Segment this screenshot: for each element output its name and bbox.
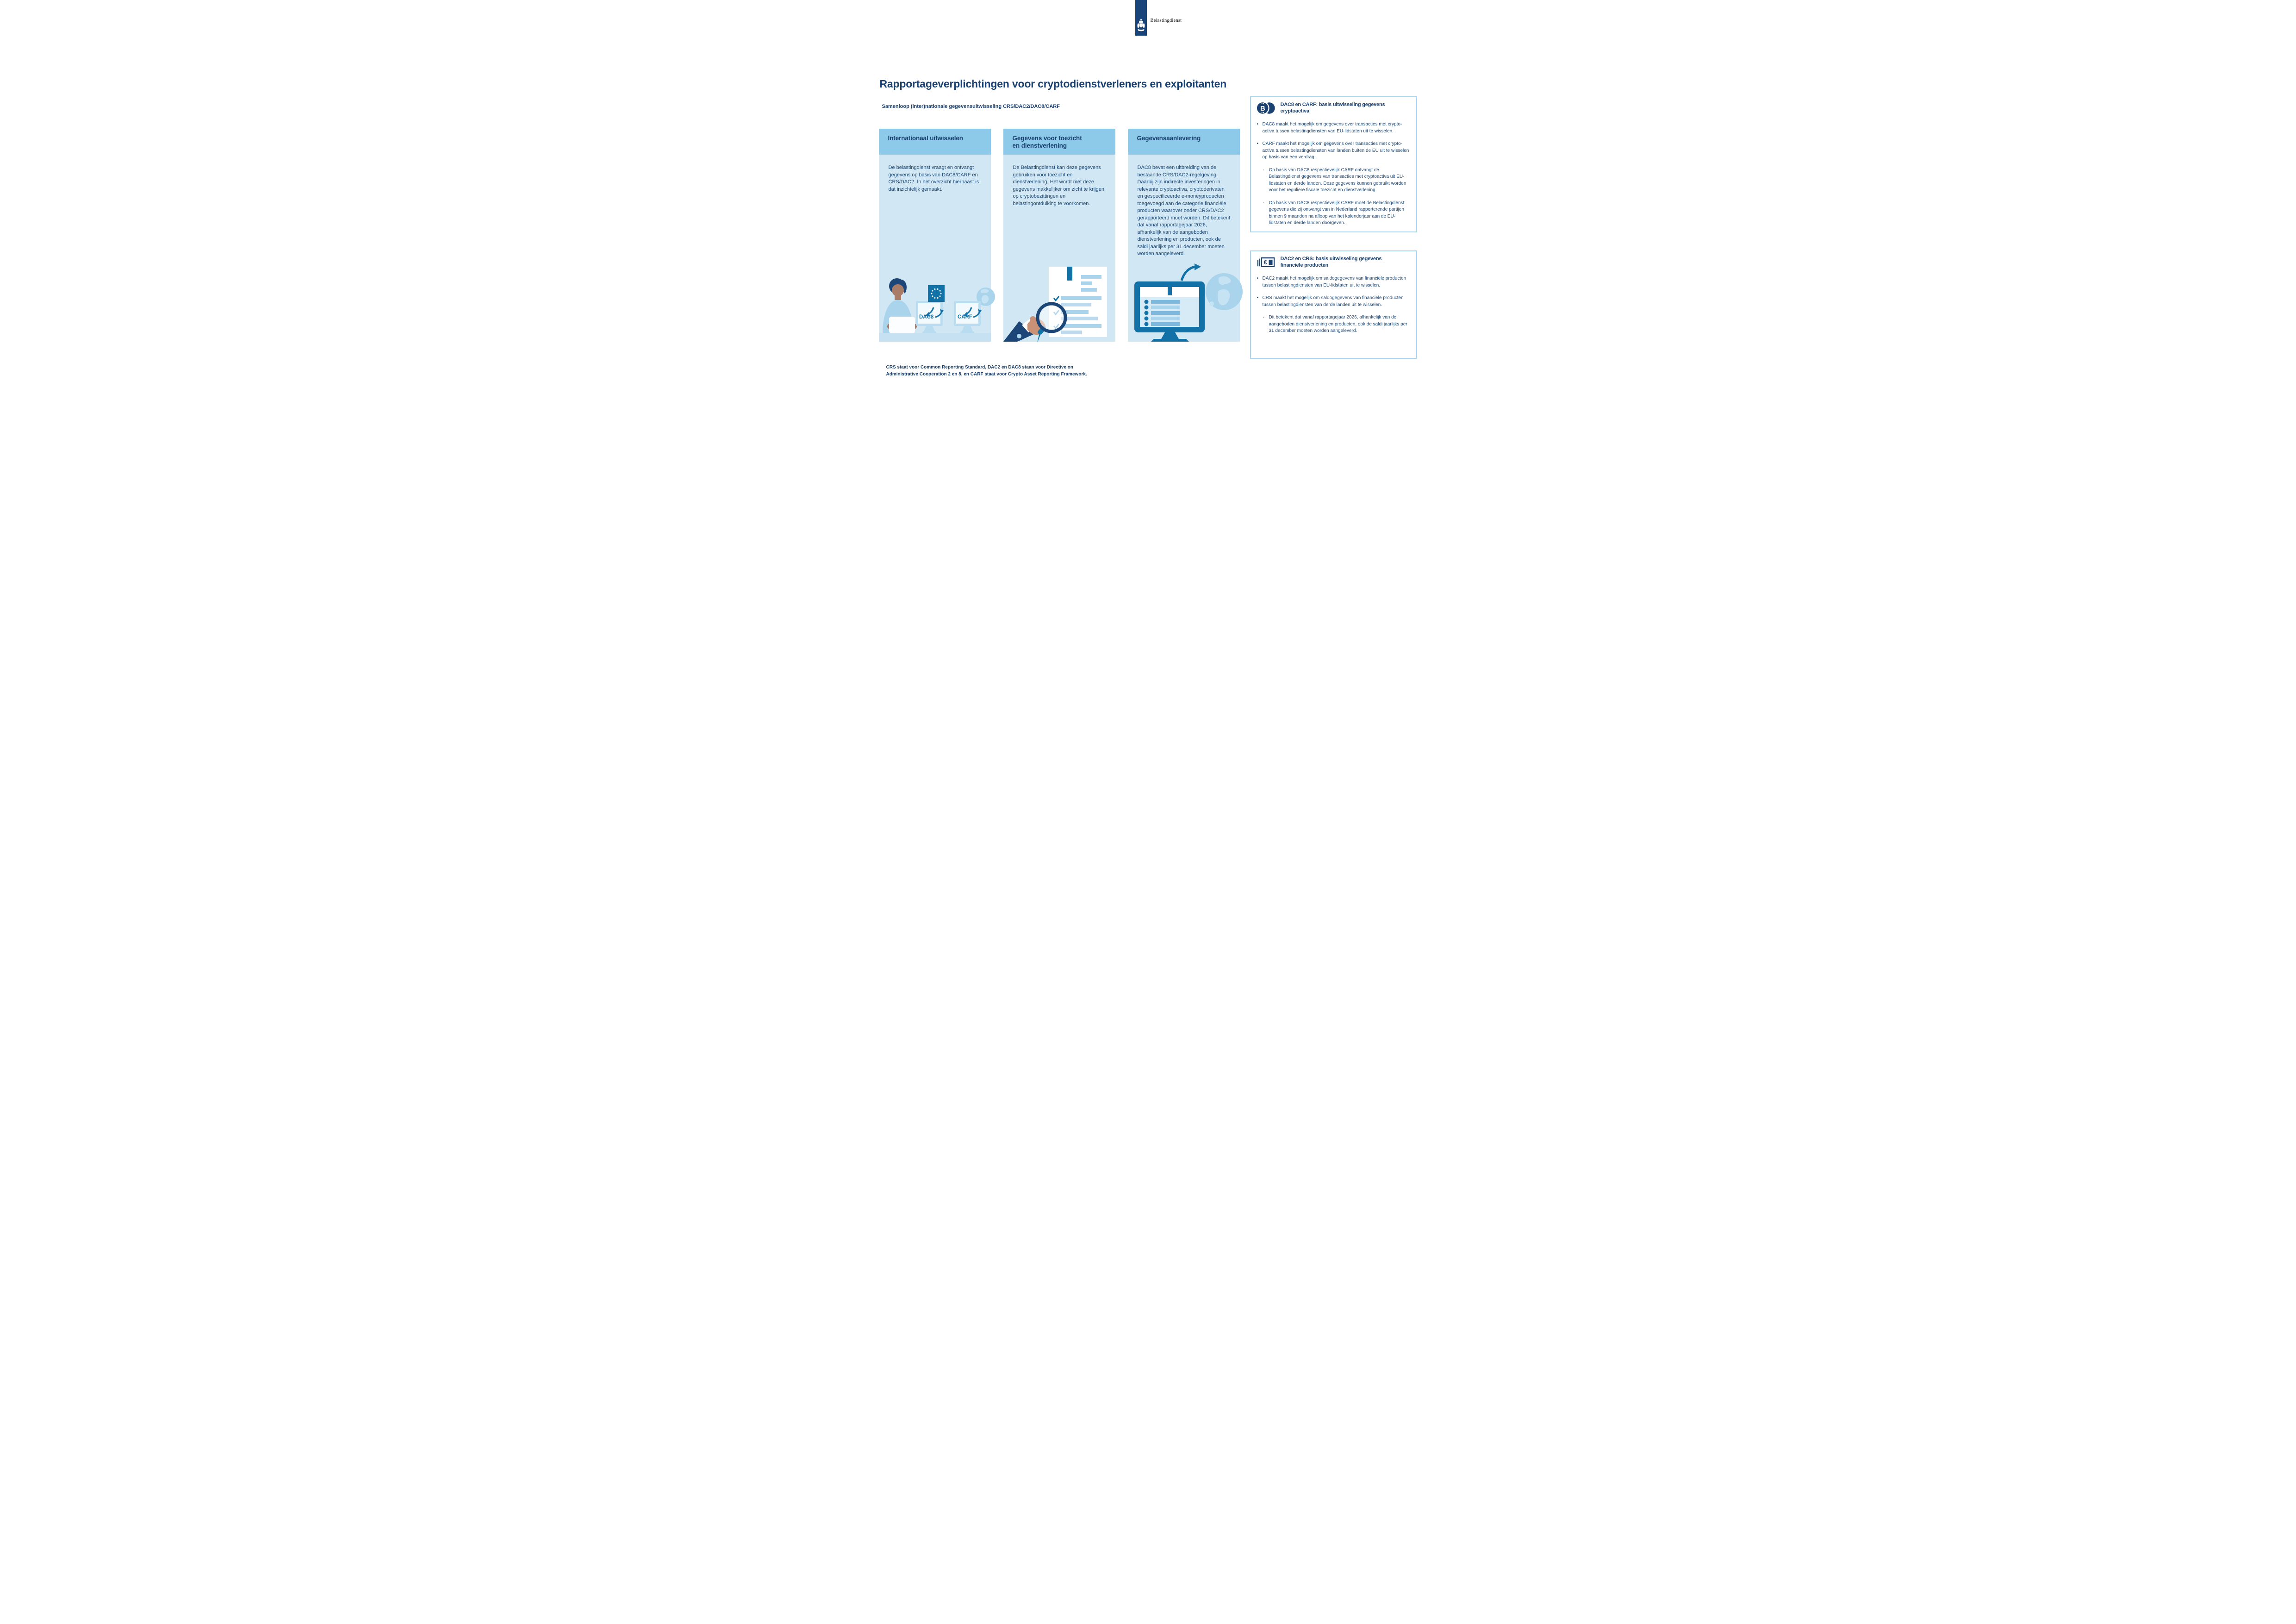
bullet-item: • DAC8 maakt het mogelijk om gegevens ov… [1251, 121, 1411, 135]
screen-label-dac8: DAC8 [919, 314, 934, 320]
euro-banknotes-icon: € [1257, 257, 1275, 267]
column-text: De Belastingdienst kan deze gegevens geb… [1013, 165, 1104, 206]
euro-glyph: € [1263, 259, 1267, 266]
bitcoin-coins-icon: B [1256, 102, 1275, 114]
sub-bullet-item: - Op basis van DAC8 respectievelijk CARF… [1251, 167, 1411, 194]
screen-label-carf: CARF [958, 314, 972, 320]
exchange-arrowheads-left [925, 309, 944, 317]
bullet-text: DAC2 maakt het mogelijk om saldogegevens… [1262, 276, 1406, 288]
column-gegevensaanlevering: Gegevensaanlevering DAC8 bevat een uitbr… [1127, 129, 1243, 342]
column-text: DAC8 bevat een uitbreiding van de bestaa… [1137, 165, 1231, 256]
column-title: Internationaal uitwisselen [878, 129, 991, 155]
bullet-text: DAC8 maakt het mogelijk om gegevens over… [1262, 122, 1402, 134]
bullet-marker: • [1257, 276, 1259, 281]
bullet-marker: • [1257, 122, 1259, 127]
sub-bullet-text: Op basis van DAC8 respectievelijk CARF o… [1269, 167, 1406, 193]
infobox-dac8-carf: B DAC8 en CARF: basis uitwisseling gegev… [1250, 96, 1417, 232]
infobox-title: DAC8 en CARF: basis uitwisseling gegeven… [1280, 102, 1385, 114]
page-subtitle: Samenloop (inter)nationale gegevensuitwi… [882, 104, 1060, 109]
upload-arrow [1180, 263, 1201, 281]
bullet-text: CARF maakt het mogelijk om gegevens over… [1262, 141, 1409, 160]
infobox-dac2-crs: € DAC2 en CRS: basis uitwisseling gegeve… [1250, 250, 1417, 359]
data-delivery-illustration [1134, 263, 1243, 342]
sub-bullet-item: - Op basis van DAC8 respectievelijk CARF… [1251, 200, 1411, 227]
infobox-header: B DAC8 en CARF: basis uitwisseling gegev… [1251, 97, 1416, 114]
exchange-arrowheads-right [963, 309, 982, 317]
bullet-text: CRS maakt het mogelijk om saldogegevens … [1262, 295, 1404, 307]
infobox-header: € DAC2 en CRS: basis uitwisseling gegeve… [1251, 251, 1416, 269]
monitor-with-list [1134, 281, 1205, 342]
belastingdienst-logo-banner [1135, 0, 1147, 36]
magnifying-glass-icon [1036, 302, 1067, 342]
bullet-item: • CARF maakt het mogelijk om gegevens ov… [1251, 141, 1411, 161]
infobox-title: DAC2 en CRS: basis uitwisseling gegevens… [1280, 256, 1382, 268]
dash-marker: - [1263, 167, 1264, 173]
infobox-bullet-list: • DAC2 maakt het mogelijk om saldogegeve… [1251, 275, 1416, 335]
inspection-illustration [1003, 267, 1107, 342]
data-exchange-illustration: DAC8 [878, 278, 995, 342]
rijksoverheid-emblem-icon [1137, 19, 1145, 31]
column-internationaal-uitwisselen: Internationaal uitwisselen De belastingd… [878, 129, 995, 342]
globe-icon [1205, 273, 1243, 310]
dash-marker: - [1263, 315, 1264, 320]
bullet-marker: • [1257, 295, 1259, 300]
column-gegevens-voor-toezicht: Gegevens voor toezicht en dienstverlenin… [1003, 129, 1115, 342]
monitor-dac8: DAC8 [915, 301, 943, 333]
column-title: Gegevensaanlevering [1127, 129, 1240, 155]
bullet-marker: • [1257, 141, 1259, 146]
logo-wordmark: Belastingdienst [1150, 18, 1182, 23]
column-title: Gegevens voor toezicht en dienstverlenin… [1003, 129, 1115, 155]
page-title: Rapportageverplichtingen voor cryptodien… [879, 78, 1227, 90]
infographic-page: Belastingdienst Rapportageverplichtingen… [861, 0, 1435, 406]
column-text: De belastingdienst vraagt en ontvangt ge… [888, 165, 979, 192]
bitcoin-glyph: B [1260, 105, 1265, 112]
eu-flag [927, 285, 945, 302]
dash-marker: - [1263, 200, 1264, 206]
list-rows [1144, 300, 1180, 326]
monitor-carf: CARF [953, 301, 981, 333]
bullet-item: • DAC2 maakt het mogelijk om saldogegeve… [1251, 275, 1411, 289]
sub-bullet-text: Dit betekent dat vanaf rapportagejaar 20… [1269, 315, 1407, 333]
globe-icon [976, 287, 995, 306]
sub-bullet-item: - Dit betekent dat vanaf rapportagejaar … [1251, 314, 1411, 335]
person-at-laptop [882, 278, 917, 333]
desk-shape [878, 333, 991, 342]
footnote: CRS staat voor Common Reporting Standard… [886, 365, 1087, 377]
bullet-item: • CRS maakt het mogelijk om saldogegeven… [1251, 295, 1411, 308]
infobox-bullet-list: • DAC8 maakt het mogelijk om gegevens ov… [1251, 121, 1416, 227]
sub-bullet-text: Op basis van DAC8 respectievelijk CARF m… [1269, 200, 1405, 226]
